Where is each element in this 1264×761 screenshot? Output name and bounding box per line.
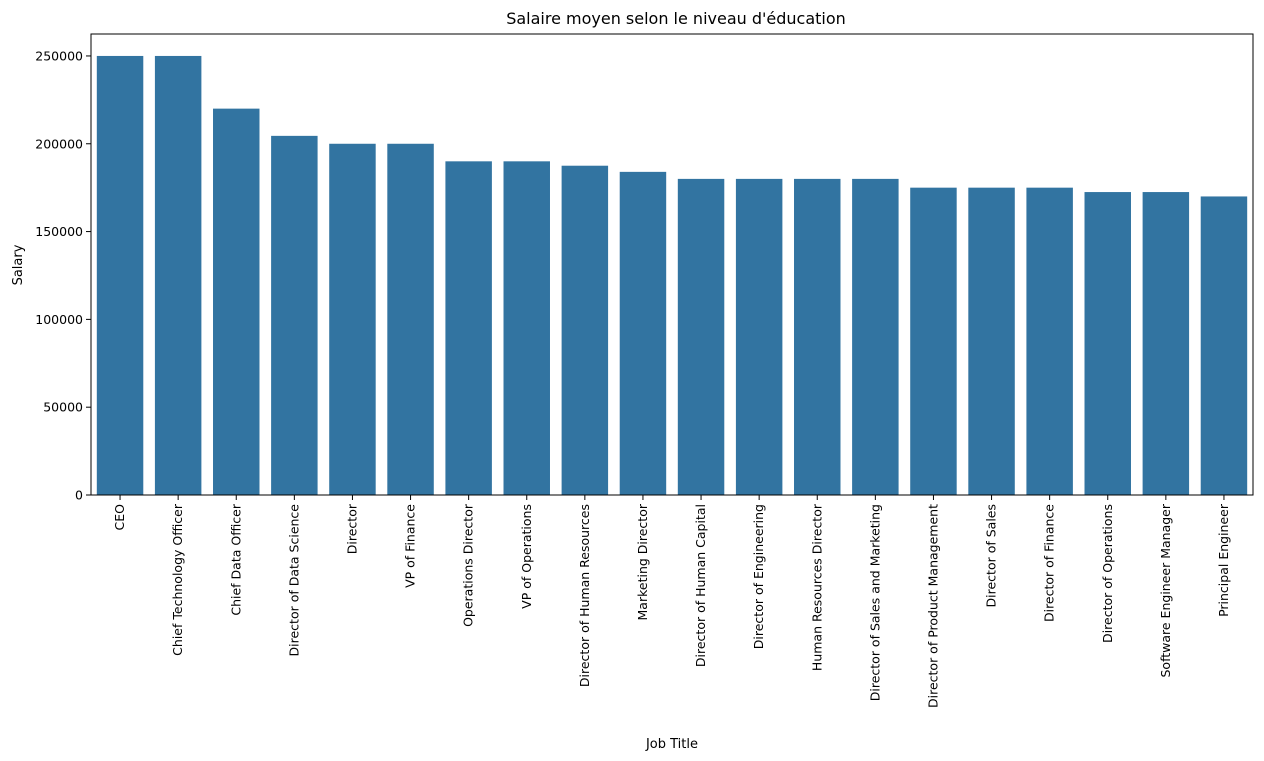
bar xyxy=(968,187,1015,495)
bar xyxy=(445,161,492,496)
x-tick-label: Operations Director xyxy=(461,503,476,627)
x-tick-label: Director of Finance xyxy=(1042,504,1057,622)
y-tick-label: 200000 xyxy=(35,136,83,151)
x-tick-label: Director of Sales xyxy=(984,504,999,607)
bar xyxy=(852,178,899,495)
y-axis-ticks: 0 50000 100000 150000 200000 250000 xyxy=(35,48,91,503)
y-axis-label: Salary xyxy=(11,244,26,285)
x-tick-label: Director xyxy=(344,503,359,554)
x-tick-label: Director of Operations xyxy=(1100,504,1115,643)
x-tick-label: Director of Data Science xyxy=(286,504,301,657)
y-tick-label: 150000 xyxy=(35,224,83,239)
x-tick-label: Chief Data Officer xyxy=(228,503,243,615)
x-tick-label: Director of Human Capital xyxy=(693,504,708,667)
bar xyxy=(503,161,550,496)
bar xyxy=(329,143,376,495)
x-tick-label: Software Engineer Manager xyxy=(1158,503,1173,677)
bar xyxy=(735,178,783,495)
x-tick-label: Principal Engineer xyxy=(1216,503,1231,617)
bars-group xyxy=(96,55,1248,496)
x-tick-label: Director of Sales and Marketing xyxy=(867,504,882,701)
bar xyxy=(387,143,434,495)
bar xyxy=(619,171,667,495)
bar xyxy=(1200,196,1248,495)
bar xyxy=(213,108,260,495)
bar xyxy=(154,55,202,495)
y-tick-label: 250000 xyxy=(35,48,83,63)
bar xyxy=(677,178,725,495)
y-tick-label: 100000 xyxy=(35,312,83,327)
x-tick-label: Director of Product Management xyxy=(925,504,940,708)
bar xyxy=(1026,187,1073,495)
x-tick-label: CEO xyxy=(112,504,127,531)
y-tick-label: 0 xyxy=(75,488,83,503)
x-tick-label: Chief Technology Officer xyxy=(170,503,185,656)
x-tick-label: Human Resources Director xyxy=(809,503,824,671)
y-tick-label: 50000 xyxy=(43,400,83,415)
x-axis-ticks: CEO Chief Technology Officer Chief Data Of… xyxy=(112,495,1231,708)
bar xyxy=(1142,192,1190,496)
x-axis-label: Job Title xyxy=(645,737,698,752)
x-tick-label: Director of Engineering xyxy=(751,504,766,649)
plot-frame xyxy=(90,33,1254,496)
bar xyxy=(561,165,609,495)
bar xyxy=(96,55,144,495)
x-tick-label: VP of Operations xyxy=(519,504,534,609)
chart-title: Salaire moyen selon le niveau d'éducatio… xyxy=(506,9,846,28)
x-tick-label: VP of Finance xyxy=(403,504,418,588)
bar xyxy=(794,178,841,495)
bar xyxy=(271,135,318,495)
x-tick-label: Director of Human Resources xyxy=(577,504,592,687)
x-tick-label: Marketing Director xyxy=(635,503,650,620)
bar xyxy=(910,187,957,495)
bar xyxy=(1084,192,1131,496)
